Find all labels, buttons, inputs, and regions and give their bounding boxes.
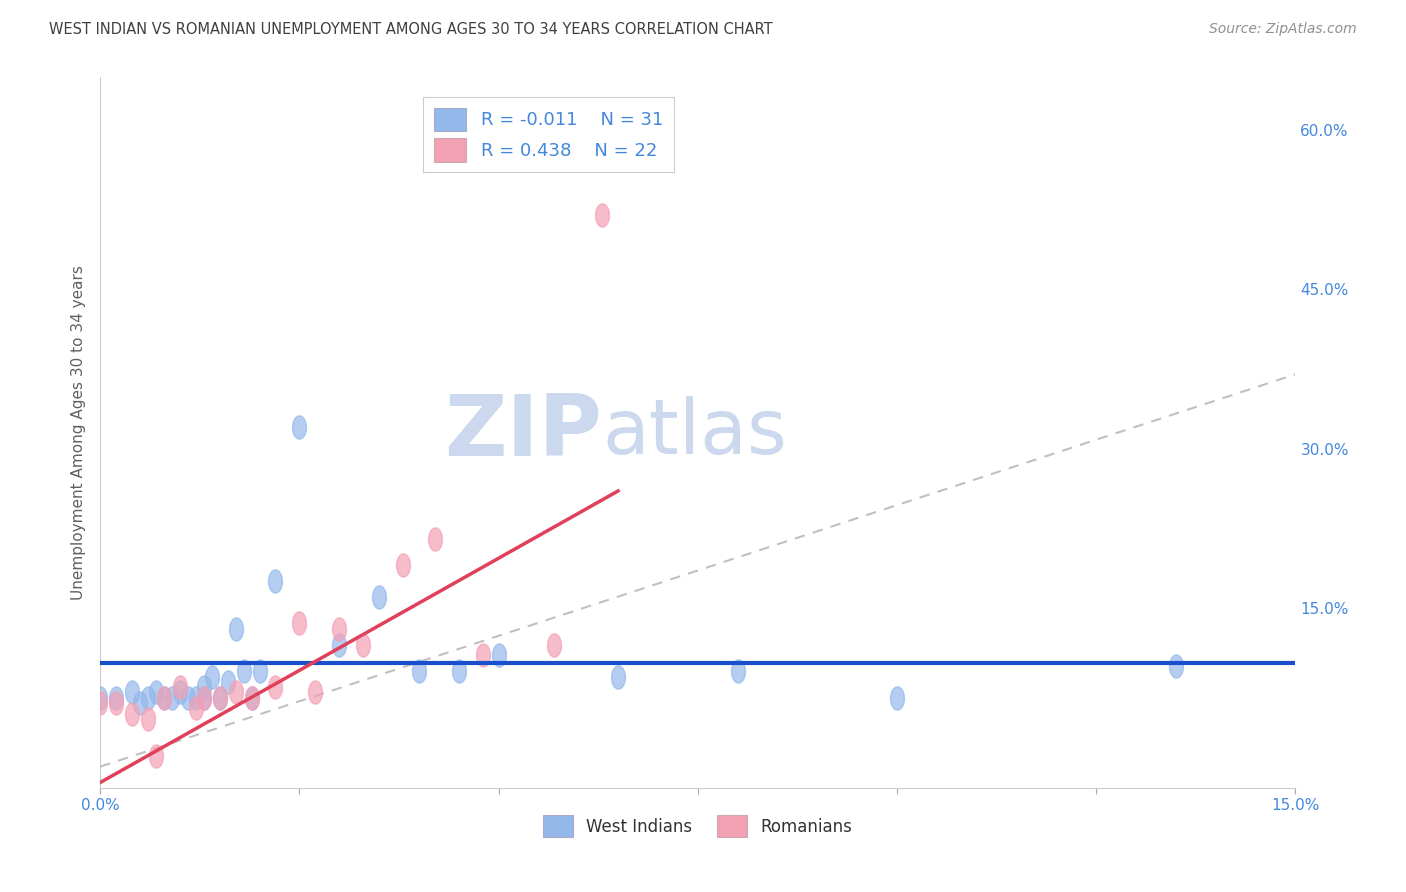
Text: atlas: atlas — [602, 396, 787, 470]
Point — [208, 690, 231, 705]
Text: Source: ZipAtlas.com: Source: ZipAtlas.com — [1209, 22, 1357, 37]
Point — [304, 685, 326, 699]
Point — [264, 680, 287, 694]
Point — [160, 690, 183, 705]
Point — [121, 706, 143, 721]
Point — [591, 208, 613, 222]
Point — [169, 685, 191, 699]
Point — [105, 696, 128, 710]
Point — [136, 690, 159, 705]
Point — [145, 685, 167, 699]
Legend: West Indians, Romanians: West Indians, Romanians — [536, 809, 859, 844]
Point — [328, 638, 350, 652]
Point — [193, 680, 215, 694]
Point — [232, 664, 254, 678]
Point — [288, 616, 311, 631]
Point — [184, 701, 207, 715]
Point — [89, 696, 111, 710]
Text: WEST INDIAN VS ROMANIAN UNEMPLOYMENT AMONG AGES 30 TO 34 YEARS CORRELATION CHART: WEST INDIAN VS ROMANIAN UNEMPLOYMENT AMO… — [49, 22, 773, 37]
Point — [129, 696, 152, 710]
Point — [201, 669, 224, 683]
Point — [249, 664, 271, 678]
Point — [607, 669, 630, 683]
Point — [121, 685, 143, 699]
Point — [368, 590, 391, 604]
Point — [105, 690, 128, 705]
Point — [727, 664, 749, 678]
Point — [488, 648, 510, 663]
Point — [392, 558, 415, 573]
Point — [471, 648, 494, 663]
Point — [225, 685, 247, 699]
Point — [145, 749, 167, 764]
Point — [328, 622, 350, 636]
Point — [193, 690, 215, 705]
Point — [177, 690, 200, 705]
Point — [89, 690, 111, 705]
Point — [408, 664, 430, 678]
Point — [240, 690, 263, 705]
Point — [153, 690, 176, 705]
Point — [352, 638, 374, 652]
Point — [217, 674, 239, 689]
Point — [240, 690, 263, 705]
Point — [423, 532, 446, 546]
Point — [886, 690, 908, 705]
Point — [136, 712, 159, 726]
Point — [1164, 659, 1187, 673]
Point — [208, 690, 231, 705]
Point — [184, 690, 207, 705]
Point — [288, 420, 311, 434]
Point — [264, 574, 287, 588]
Point — [225, 622, 247, 636]
Point — [193, 690, 215, 705]
Point — [447, 664, 470, 678]
Point — [169, 680, 191, 694]
Y-axis label: Unemployment Among Ages 30 to 34 years: Unemployment Among Ages 30 to 34 years — [72, 265, 86, 600]
Point — [543, 638, 565, 652]
Text: ZIP: ZIP — [444, 391, 602, 475]
Point — [153, 690, 176, 705]
